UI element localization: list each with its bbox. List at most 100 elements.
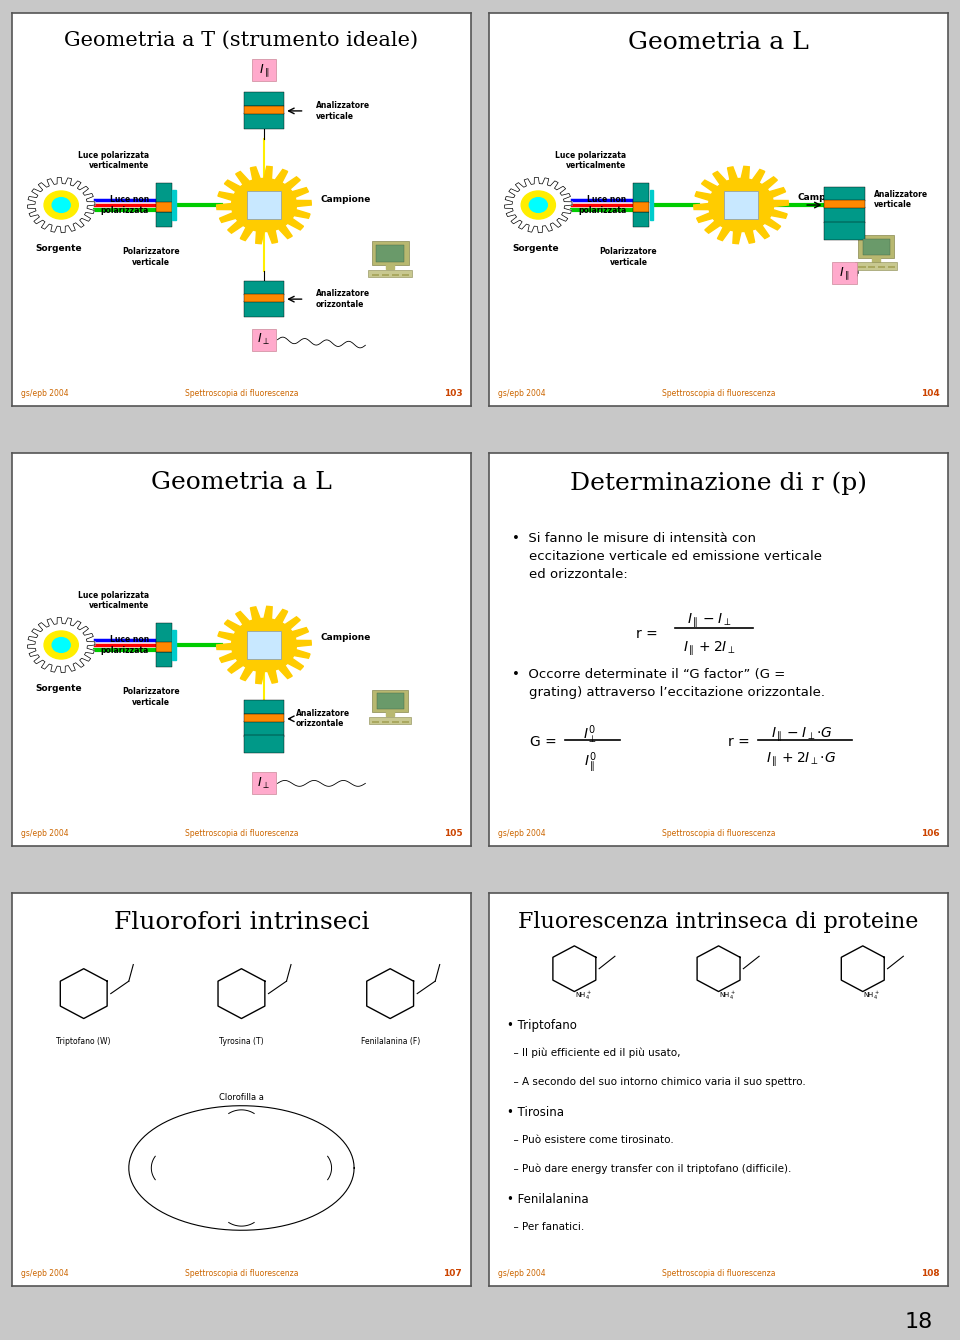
Polygon shape	[694, 166, 788, 244]
Text: Fluorescenza intrinseca di proteine: Fluorescenza intrinseca di proteine	[518, 911, 919, 933]
Circle shape	[44, 631, 79, 659]
Text: gs/epb 2004: gs/epb 2004	[21, 1269, 68, 1278]
Bar	[252, 328, 276, 351]
Text: – Il più efficiente ed il più usato,: – Il più efficiente ed il più usato,	[507, 1048, 681, 1059]
Bar	[372, 241, 409, 265]
Text: 103: 103	[444, 389, 462, 398]
Text: Determinazione di r (p): Determinazione di r (p)	[570, 472, 867, 494]
Circle shape	[521, 192, 556, 218]
Bar	[832, 263, 857, 284]
Text: – Può esistere come tirosinato.: – Può esistere come tirosinato.	[507, 1135, 674, 1144]
Text: gs/epb 2004: gs/epb 2004	[21, 828, 68, 838]
Bar	[392, 721, 399, 724]
Text: Spettroscopia di fluorescenza: Spettroscopia di fluorescenza	[184, 828, 299, 838]
Text: r =: r =	[728, 736, 750, 749]
Bar	[858, 234, 894, 257]
Text: Spettroscopia di fluorescenza: Spettroscopia di fluorescenza	[661, 828, 776, 838]
Bar	[633, 182, 649, 202]
Text: Campione: Campione	[321, 196, 371, 204]
Text: Analizzatore
orizzontale: Analizzatore orizzontale	[316, 289, 370, 308]
Text: r =: r =	[636, 627, 658, 641]
Bar	[401, 721, 409, 724]
Bar	[244, 302, 284, 316]
Bar	[877, 267, 885, 268]
Text: Luce non
polarizzata: Luce non polarizzata	[578, 196, 626, 214]
Text: Clorofilla a: Clorofilla a	[219, 1093, 264, 1103]
Bar	[372, 721, 379, 724]
Bar	[386, 264, 395, 269]
Bar	[369, 269, 412, 277]
Text: Campione: Campione	[798, 193, 848, 202]
Text: Spettroscopia di fluorescenza: Spettroscopia di fluorescenza	[661, 389, 776, 398]
Circle shape	[44, 192, 79, 218]
Bar	[156, 202, 172, 212]
Text: – Può dare energy transfer con il triptofano (difficile).: – Può dare energy transfer con il tripto…	[507, 1164, 791, 1174]
Text: Tyrosina (T): Tyrosina (T)	[219, 1037, 264, 1047]
Text: $I_{\perp}$: $I_{\perp}$	[257, 332, 271, 347]
Text: Fenilalanina (F): Fenilalanina (F)	[361, 1037, 420, 1047]
Polygon shape	[217, 606, 311, 683]
Circle shape	[529, 197, 547, 213]
Text: gs/epb 2004: gs/epb 2004	[498, 389, 545, 398]
Bar	[825, 208, 865, 222]
Text: Luce polarizzata
verticalmente: Luce polarizzata verticalmente	[78, 150, 149, 170]
Bar	[382, 721, 389, 724]
Text: Luce polarizzata
verticalmente: Luce polarizzata verticalmente	[78, 591, 149, 610]
Bar	[382, 273, 389, 276]
Text: G =: G =	[530, 736, 557, 749]
Text: Spettroscopia di fluorescenza: Spettroscopia di fluorescenza	[184, 389, 299, 398]
Polygon shape	[28, 177, 95, 233]
Bar	[372, 273, 379, 276]
Text: Spettroscopia di fluorescenza: Spettroscopia di fluorescenza	[184, 1269, 299, 1278]
Bar	[173, 190, 176, 220]
Bar	[252, 59, 276, 82]
Text: Analizzatore
orizzontale: Analizzatore orizzontale	[296, 709, 349, 729]
Bar	[825, 200, 865, 208]
Text: gs/epb 2004: gs/epb 2004	[498, 1269, 545, 1278]
Bar	[247, 631, 281, 659]
Bar	[873, 257, 880, 261]
Text: Sorgente: Sorgente	[36, 683, 83, 693]
Text: gs/epb 2004: gs/epb 2004	[21, 389, 68, 398]
Text: $I_{\parallel}^{0}$: $I_{\parallel}^{0}$	[584, 750, 596, 776]
Bar	[252, 772, 276, 795]
Text: NH$_4^+$: NH$_4^+$	[575, 989, 591, 1002]
Text: Fluorofori intrinseci: Fluorofori intrinseci	[113, 911, 370, 934]
Bar	[244, 92, 284, 106]
Text: Polarizzatore
verticale: Polarizzatore verticale	[123, 248, 180, 267]
Bar	[863, 239, 890, 255]
Text: •  Si fanno le misure di intensità con
    eccitazione verticale ed emissione ve: • Si fanno le misure di intensità con ec…	[512, 532, 822, 582]
Bar	[392, 273, 399, 276]
Bar	[244, 293, 284, 302]
Circle shape	[52, 638, 70, 653]
Text: Geometria a T (strumento ideale): Geometria a T (strumento ideale)	[64, 31, 419, 50]
Polygon shape	[217, 166, 311, 244]
Bar	[650, 190, 653, 220]
Text: $I_{\perp}^{0}$: $I_{\perp}^{0}$	[583, 724, 597, 745]
Text: • Tirosina: • Tirosina	[507, 1106, 564, 1119]
Text: • Triptofano: • Triptofano	[507, 1018, 577, 1032]
Text: $I_{\parallel}$: $I_{\parallel}$	[839, 265, 850, 281]
Bar	[156, 212, 172, 228]
Bar	[244, 701, 284, 714]
Bar	[888, 267, 895, 268]
Text: $I_{\parallel} - I_{\perp}{\cdot}G$: $I_{\parallel} - I_{\perp}{\cdot}G$	[771, 725, 832, 744]
Text: Spettroscopia di fluorescenza: Spettroscopia di fluorescenza	[661, 1269, 776, 1278]
Bar	[156, 642, 172, 651]
Text: $I_{\parallel} - I_{\perp}$: $I_{\parallel} - I_{\perp}$	[687, 611, 732, 630]
Bar	[858, 267, 866, 268]
Text: – A secondo del suo intorno chimico varia il suo spettro.: – A secondo del suo intorno chimico vari…	[507, 1076, 805, 1087]
Text: Sorgente: Sorgente	[36, 244, 83, 253]
Bar	[244, 736, 284, 753]
Text: Polarizzatore
verticale: Polarizzatore verticale	[600, 248, 658, 267]
Text: gs/epb 2004: gs/epb 2004	[498, 828, 545, 838]
Text: – Per fanatici.: – Per fanatici.	[507, 1222, 584, 1231]
Bar	[244, 721, 284, 737]
Bar	[156, 651, 172, 667]
Text: Sorgente: Sorgente	[513, 244, 560, 253]
Circle shape	[52, 197, 70, 213]
Bar	[173, 630, 176, 659]
Bar	[633, 212, 649, 228]
Bar	[244, 280, 284, 295]
Bar	[825, 221, 865, 240]
